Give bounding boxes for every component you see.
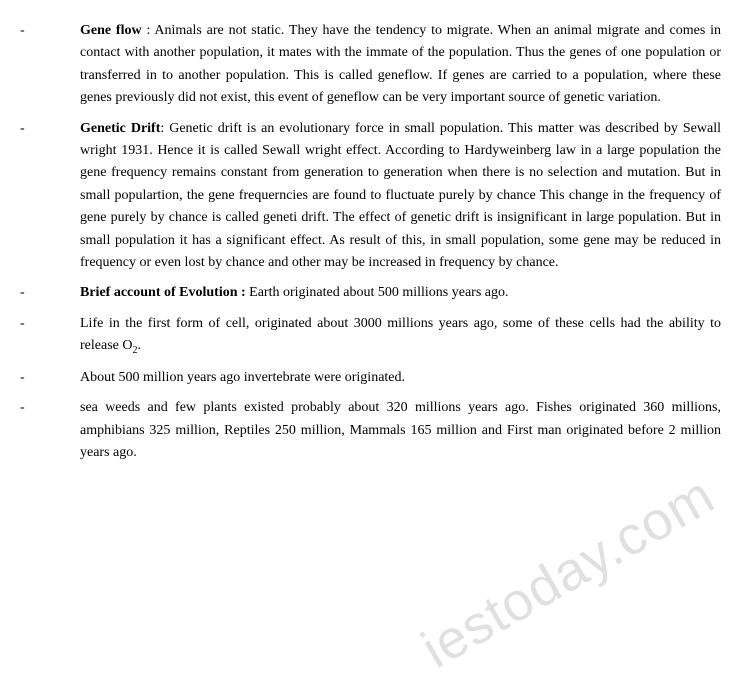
bullet-dash: - — [20, 367, 80, 389]
item-content: Brief account of Evolution : Earth origi… — [80, 282, 721, 304]
item-text: sea weeds and few plants existed probabl… — [80, 400, 721, 460]
list-item-genetic-drift: - Genetic Drift: Genetic drift is an evo… — [20, 118, 721, 275]
list-item-gene-flow: - Gene flow : Animals are not static. Th… — [20, 20, 721, 110]
bullet-dash: - — [20, 397, 80, 464]
item-text: Earth originated about 500 millions year… — [249, 285, 508, 300]
bullet-dash: - — [20, 20, 80, 110]
item-content: Life in the first form of cell, originat… — [80, 313, 721, 359]
item-text: Animals are not static. They have the te… — [80, 23, 721, 105]
item-content: Genetic Drift: Genetic drift is an evolu… — [80, 118, 721, 275]
item-text: Genetic drift is an evolutionary force i… — [80, 121, 721, 270]
item-sep: : — [142, 23, 155, 38]
list-item-evolution-brief: - Brief account of Evolution : Earth ori… — [20, 282, 721, 304]
list-item-life-origin: - Life in the first form of cell, origin… — [20, 313, 721, 359]
watermark-text: iestoday.com — [405, 453, 731, 691]
item-heading: Gene flow — [80, 23, 142, 38]
item-content: About 500 million years ago invertebrate… — [80, 367, 721, 389]
item-heading: Brief account of Evolution : — [80, 285, 246, 300]
item-content: sea weeds and few plants existed probabl… — [80, 397, 721, 464]
item-sep: : — [160, 121, 169, 136]
list-item-invertebrate: - About 500 million years ago invertebra… — [20, 367, 721, 389]
item-heading: Genetic Drift — [80, 121, 160, 136]
item-text-post: . — [137, 338, 141, 353]
bullet-dash: - — [20, 282, 80, 304]
item-content: Gene flow : Animals are not static. They… — [80, 20, 721, 110]
bullet-dash: - — [20, 118, 80, 275]
item-text-pre: Life in the first form of cell, originat… — [80, 316, 721, 353]
item-text: About 500 million years ago invertebrate… — [80, 370, 405, 385]
bullet-dash: - — [20, 313, 80, 359]
list-item-timeline: - sea weeds and few plants existed proba… — [20, 397, 721, 464]
